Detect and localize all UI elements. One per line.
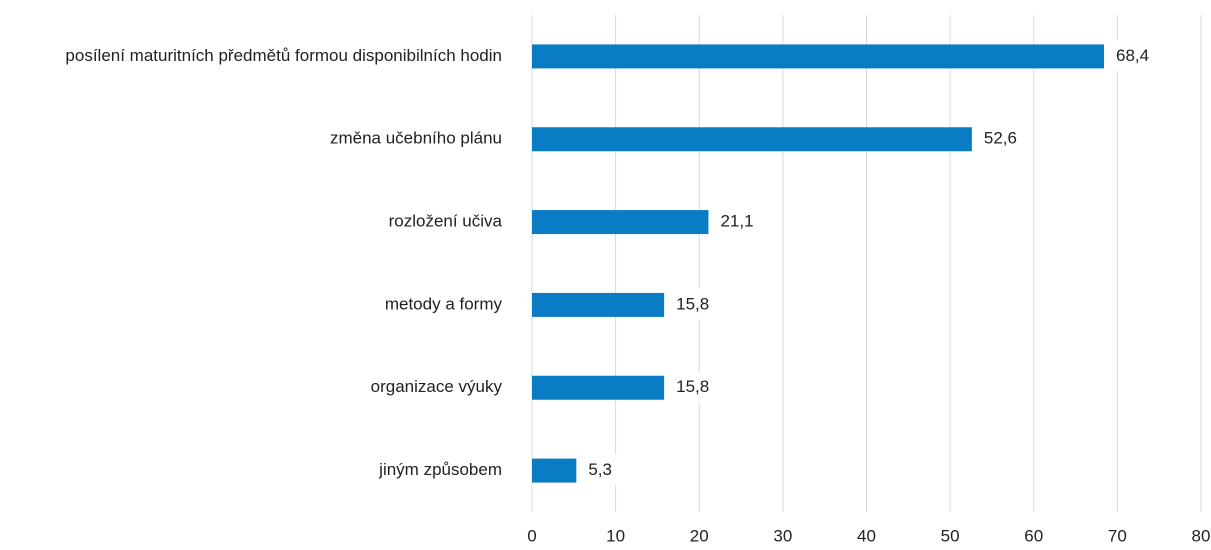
- bar: [532, 292, 665, 317]
- x-tick-label: 60: [1024, 526, 1043, 545]
- y-tick-label: posílení maturitních předmětů formou dis…: [65, 46, 502, 65]
- x-tick-label: 0: [527, 526, 536, 545]
- label-background: [671, 288, 715, 320]
- bar: [532, 458, 577, 483]
- label-background: [583, 454, 617, 486]
- bar: [532, 127, 972, 152]
- data-label: 68,4: [1116, 46, 1149, 65]
- x-tick-label: 20: [690, 526, 709, 545]
- label-background: [671, 371, 715, 403]
- y-tick-label: změna učebního plánu: [330, 129, 502, 148]
- data-label: 15,8: [676, 377, 709, 396]
- data-label: 52,6: [984, 129, 1017, 148]
- label-background: [715, 205, 759, 237]
- label-background: [1110, 39, 1155, 71]
- data-label: 21,1: [720, 212, 753, 231]
- data-label: 5,3: [588, 460, 612, 479]
- bar: [532, 44, 1104, 69]
- y-tick-label: jiným způsobem: [378, 460, 502, 479]
- x-tick-label: 10: [606, 526, 625, 545]
- data-label: 15,8: [676, 294, 709, 313]
- x-tick-label: 50: [941, 526, 960, 545]
- label-background: [978, 122, 1022, 154]
- x-tick-label: 40: [857, 526, 876, 545]
- x-tick-label: 70: [1108, 526, 1127, 545]
- bar: [532, 210, 709, 235]
- x-tick-label: 80: [1192, 526, 1211, 545]
- x-tick-label: 30: [773, 526, 792, 545]
- bar: [532, 375, 665, 400]
- y-tick-label: organizace výuky: [371, 377, 503, 396]
- y-tick-label: rozložení učiva: [389, 212, 503, 231]
- y-tick-label: metody a formy: [385, 294, 503, 313]
